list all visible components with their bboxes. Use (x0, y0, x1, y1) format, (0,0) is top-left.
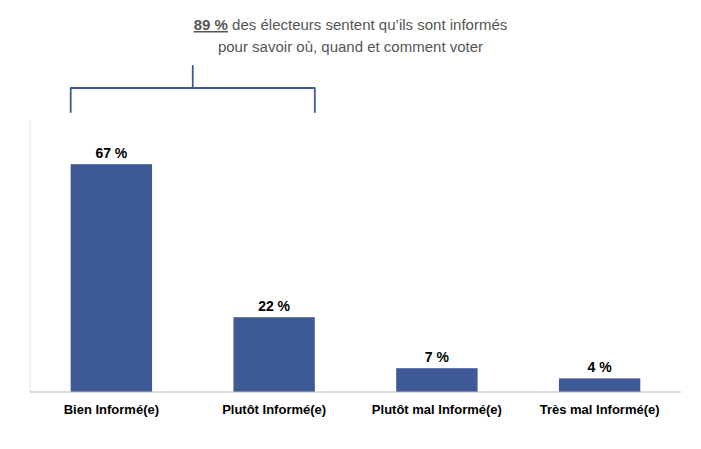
data-label: 22 % (258, 298, 290, 314)
data-label: 7 % (425, 349, 450, 365)
bar (233, 317, 314, 392)
x-tick-label: Plutôt Informé(e) (222, 402, 326, 417)
title: 89 % des électeurs sentent qu’ils sont i… (194, 16, 508, 33)
data-label: 4 % (588, 359, 613, 375)
bar (396, 368, 477, 392)
x-tick-label: Très mal Informé(e) (540, 402, 660, 417)
bar (71, 164, 152, 392)
bracket (71, 66, 315, 112)
bar (559, 378, 640, 392)
chart-container: 89 % des électeurs sentent qu’ils sont i… (0, 0, 701, 449)
x-tick-label: Plutôt mal Informé(e) (372, 402, 502, 417)
subtitle: pour savoir où, quand et comment voter (218, 38, 483, 55)
bars (71, 164, 641, 392)
x-tick-label: Bien Informé(e) (64, 402, 159, 417)
data-label: 67 % (95, 145, 127, 161)
x-axis-line (30, 392, 681, 393)
y-axis-line (30, 120, 31, 392)
chart: 89 % des électeurs sentent qu’ils sont i… (0, 0, 701, 449)
